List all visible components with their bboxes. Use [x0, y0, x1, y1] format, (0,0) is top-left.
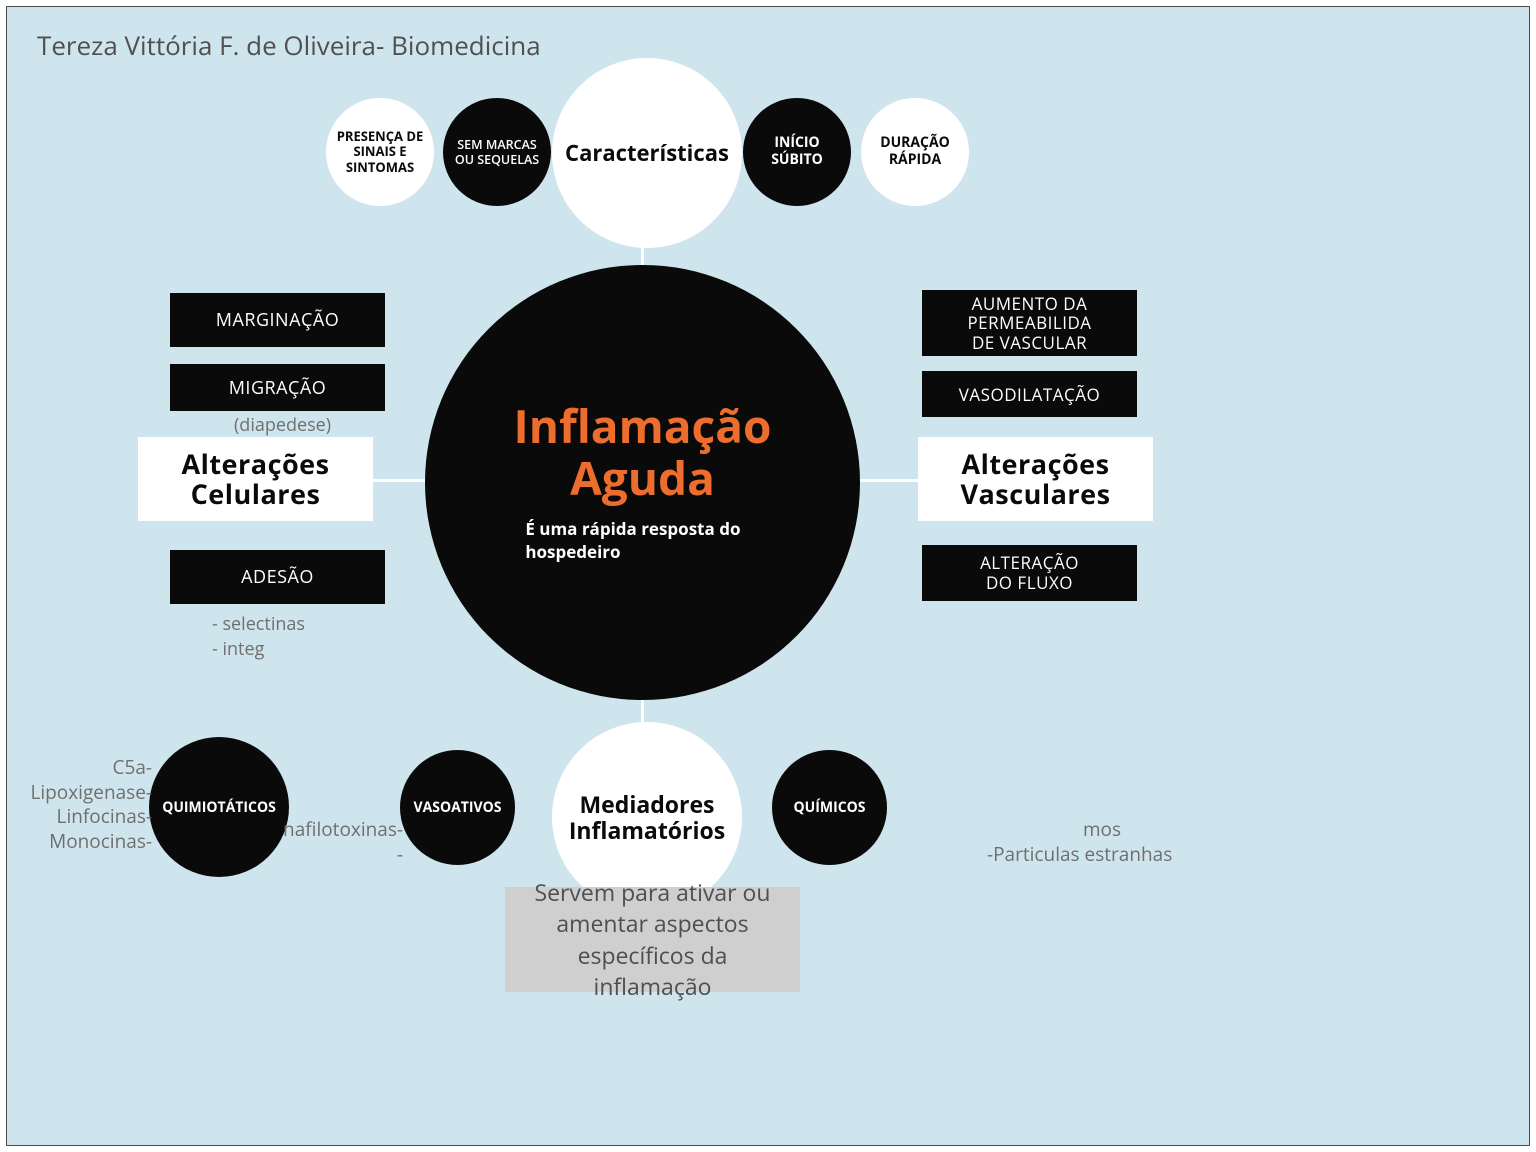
- bottom-note: Servem para ativar ou amentar aspectos e…: [505, 887, 800, 992]
- bottom-node-quimicos: QUÍMICOS: [772, 750, 887, 865]
- diagram-canvas: Tereza Vittória F. de Oliveira- Biomedic…: [6, 6, 1530, 1146]
- author-label: Tereza Vittória F. de Oliveira- Biomedic…: [37, 27, 541, 63]
- connector-left: [369, 479, 429, 482]
- quim-side-l2: Lipoxigenase-: [7, 780, 152, 805]
- left-box-adesao: ADESÃO: [170, 550, 385, 604]
- left-box-adesao-sub2: - integ: [212, 637, 264, 661]
- connector-right: [857, 479, 919, 482]
- quimicos-side: mos -Particulas estranhas: [987, 817, 1217, 866]
- left-hub: Alterações Celulares: [138, 437, 373, 521]
- left-box-migracao-sub: (diapedese): [234, 413, 331, 437]
- vaso-side-l1: nafilotoxinas-: [263, 817, 403, 842]
- quim-side-l3: Linfocinas-: [7, 804, 152, 829]
- top-node-inicio: INÍCIO SÚBITO: [743, 98, 851, 206]
- right-box-vasodilatacao: VASODILATAÇÃO: [922, 371, 1137, 417]
- right-box1-l3: DE VASCULAR: [967, 333, 1091, 352]
- right-box1-l2: PERMEABILIDA: [967, 313, 1091, 332]
- right-hub: Alterações Vasculares: [918, 437, 1153, 521]
- vaso-side-l2: -: [263, 842, 403, 867]
- right-box3-l2: DO FLUXO: [980, 573, 1079, 593]
- top-node-duracao: DURAÇÃO RÁPIDA: [861, 98, 969, 206]
- top-hub: Características: [552, 58, 742, 248]
- right-box-fluxo: ALTERAÇÃO DO FLUXO: [922, 545, 1137, 601]
- center-subtitle: É uma rápida resposta do hospedeiro: [525, 518, 759, 564]
- bottom-node-vasoativos: VASOATIVOS: [400, 750, 515, 865]
- quim-side-l4: Monocinas-: [7, 829, 152, 854]
- left-box-adesao-sub1: - selectinas: [212, 612, 305, 636]
- top-node-sem-marcas: SEM MARCAS OU SEQUELAS: [443, 98, 551, 206]
- quimiotaticos-side: C5a- Lipoxigenase- Linfocinas- Monocinas…: [7, 755, 152, 854]
- center-title: Inflamação Aguda: [465, 401, 820, 504]
- left-hub-line2: Celulares: [181, 479, 329, 509]
- quim-side-l1: C5a-: [7, 755, 152, 780]
- quimico-side-l1: mos: [987, 817, 1217, 842]
- left-box-migracao: MIGRAÇÃO: [170, 364, 385, 411]
- center-node: Inflamação Aguda É uma rápida resposta d…: [425, 265, 860, 700]
- vasoativos-side: nafilotoxinas- -: [263, 817, 403, 866]
- left-box-marginacao: MARGINAÇÃO: [170, 293, 385, 347]
- right-box-permeabilidade: AUMENTO DA PERMEABILIDA DE VASCULAR: [922, 290, 1137, 356]
- right-hub-line2: Vasculares: [960, 479, 1110, 509]
- quimico-side-l2: -Particulas estranhas: [987, 842, 1217, 867]
- top-node-presenca: PRESENÇA DE SINAIS E SINTOMAS: [326, 98, 434, 206]
- bottom-hub-line2: Inflamatórios: [569, 817, 725, 843]
